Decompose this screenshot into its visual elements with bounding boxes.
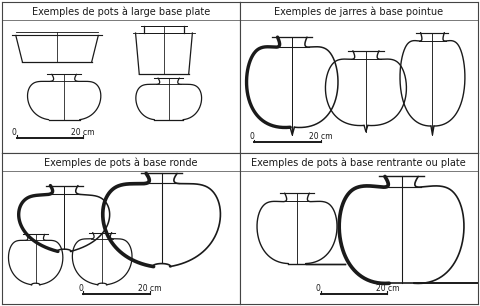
Text: 20 cm: 20 cm: [138, 284, 161, 293]
Text: Exemples de pots à base rentrante ou plate: Exemples de pots à base rentrante ou pla…: [252, 158, 466, 168]
Text: 0: 0: [316, 284, 321, 293]
Text: 20 cm: 20 cm: [72, 128, 95, 136]
Text: Exemples de pots à large base plate: Exemples de pots à large base plate: [32, 6, 210, 17]
Text: 0: 0: [78, 284, 83, 293]
Text: Exemples de pots à base ronde: Exemples de pots à base ronde: [45, 158, 198, 168]
Text: 0: 0: [12, 128, 17, 136]
Text: 20 cm: 20 cm: [375, 284, 399, 293]
Text: 20 cm: 20 cm: [309, 132, 333, 141]
Text: 0: 0: [250, 132, 254, 141]
Text: Exemples de jarres à base pointue: Exemples de jarres à base pointue: [274, 6, 444, 17]
